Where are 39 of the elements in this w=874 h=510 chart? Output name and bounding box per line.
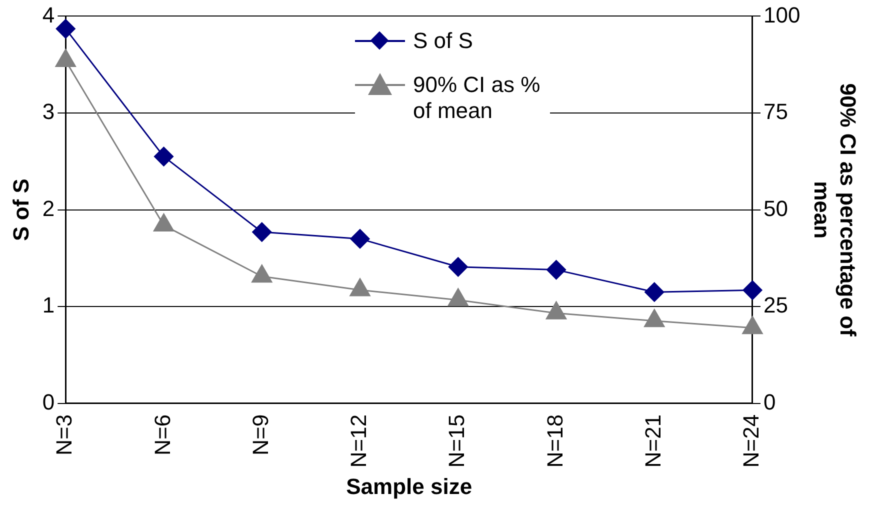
x-tick-label: N=21 [640, 414, 666, 468]
y-tick-label: 0 [42, 389, 55, 414]
point [55, 48, 76, 67]
point [252, 222, 272, 242]
x-tick-label: N=24 [738, 414, 764, 468]
point [546, 301, 567, 320]
y-axis-title: S of S [8, 178, 34, 241]
x-tick-label: N=6 [150, 414, 175, 456]
y2-tick-label: 0 [763, 389, 776, 414]
y2-tick-label: 75 [763, 99, 788, 124]
x-tick-label: N=12 [346, 414, 372, 468]
point [644, 282, 664, 302]
legend-label: S of S [413, 28, 473, 54]
point [350, 278, 370, 296]
x-tick-label: N=18 [542, 414, 568, 468]
y-tick-label: 2 [42, 196, 55, 221]
point [153, 214, 174, 232]
y-tick-label: 4 [42, 2, 55, 28]
y-tick-label: 1 [42, 292, 55, 318]
point [644, 309, 665, 328]
point [350, 229, 370, 249]
y2-tick-label: 50 [763, 196, 788, 221]
point [154, 146, 174, 166]
x-tick-label: N=9 [248, 414, 273, 456]
y2-axis-title: 90% CI as percentage of mean [809, 83, 861, 338]
point [546, 260, 566, 280]
y2-tick-label: 100 [763, 2, 800, 28]
point [742, 280, 762, 300]
legend-label: 90% CI as % of mean [413, 72, 542, 124]
x-tick-label: N=3 [52, 414, 77, 456]
point [448, 288, 468, 306]
y2-tick-label: 25 [763, 292, 788, 318]
x-tick-label: N=15 [444, 414, 470, 468]
y-tick-label: 3 [42, 99, 55, 124]
point [252, 264, 272, 283]
point [56, 19, 76, 39]
point [448, 257, 468, 277]
point [742, 316, 763, 334]
x-axis-title: Sample size [346, 474, 472, 499]
